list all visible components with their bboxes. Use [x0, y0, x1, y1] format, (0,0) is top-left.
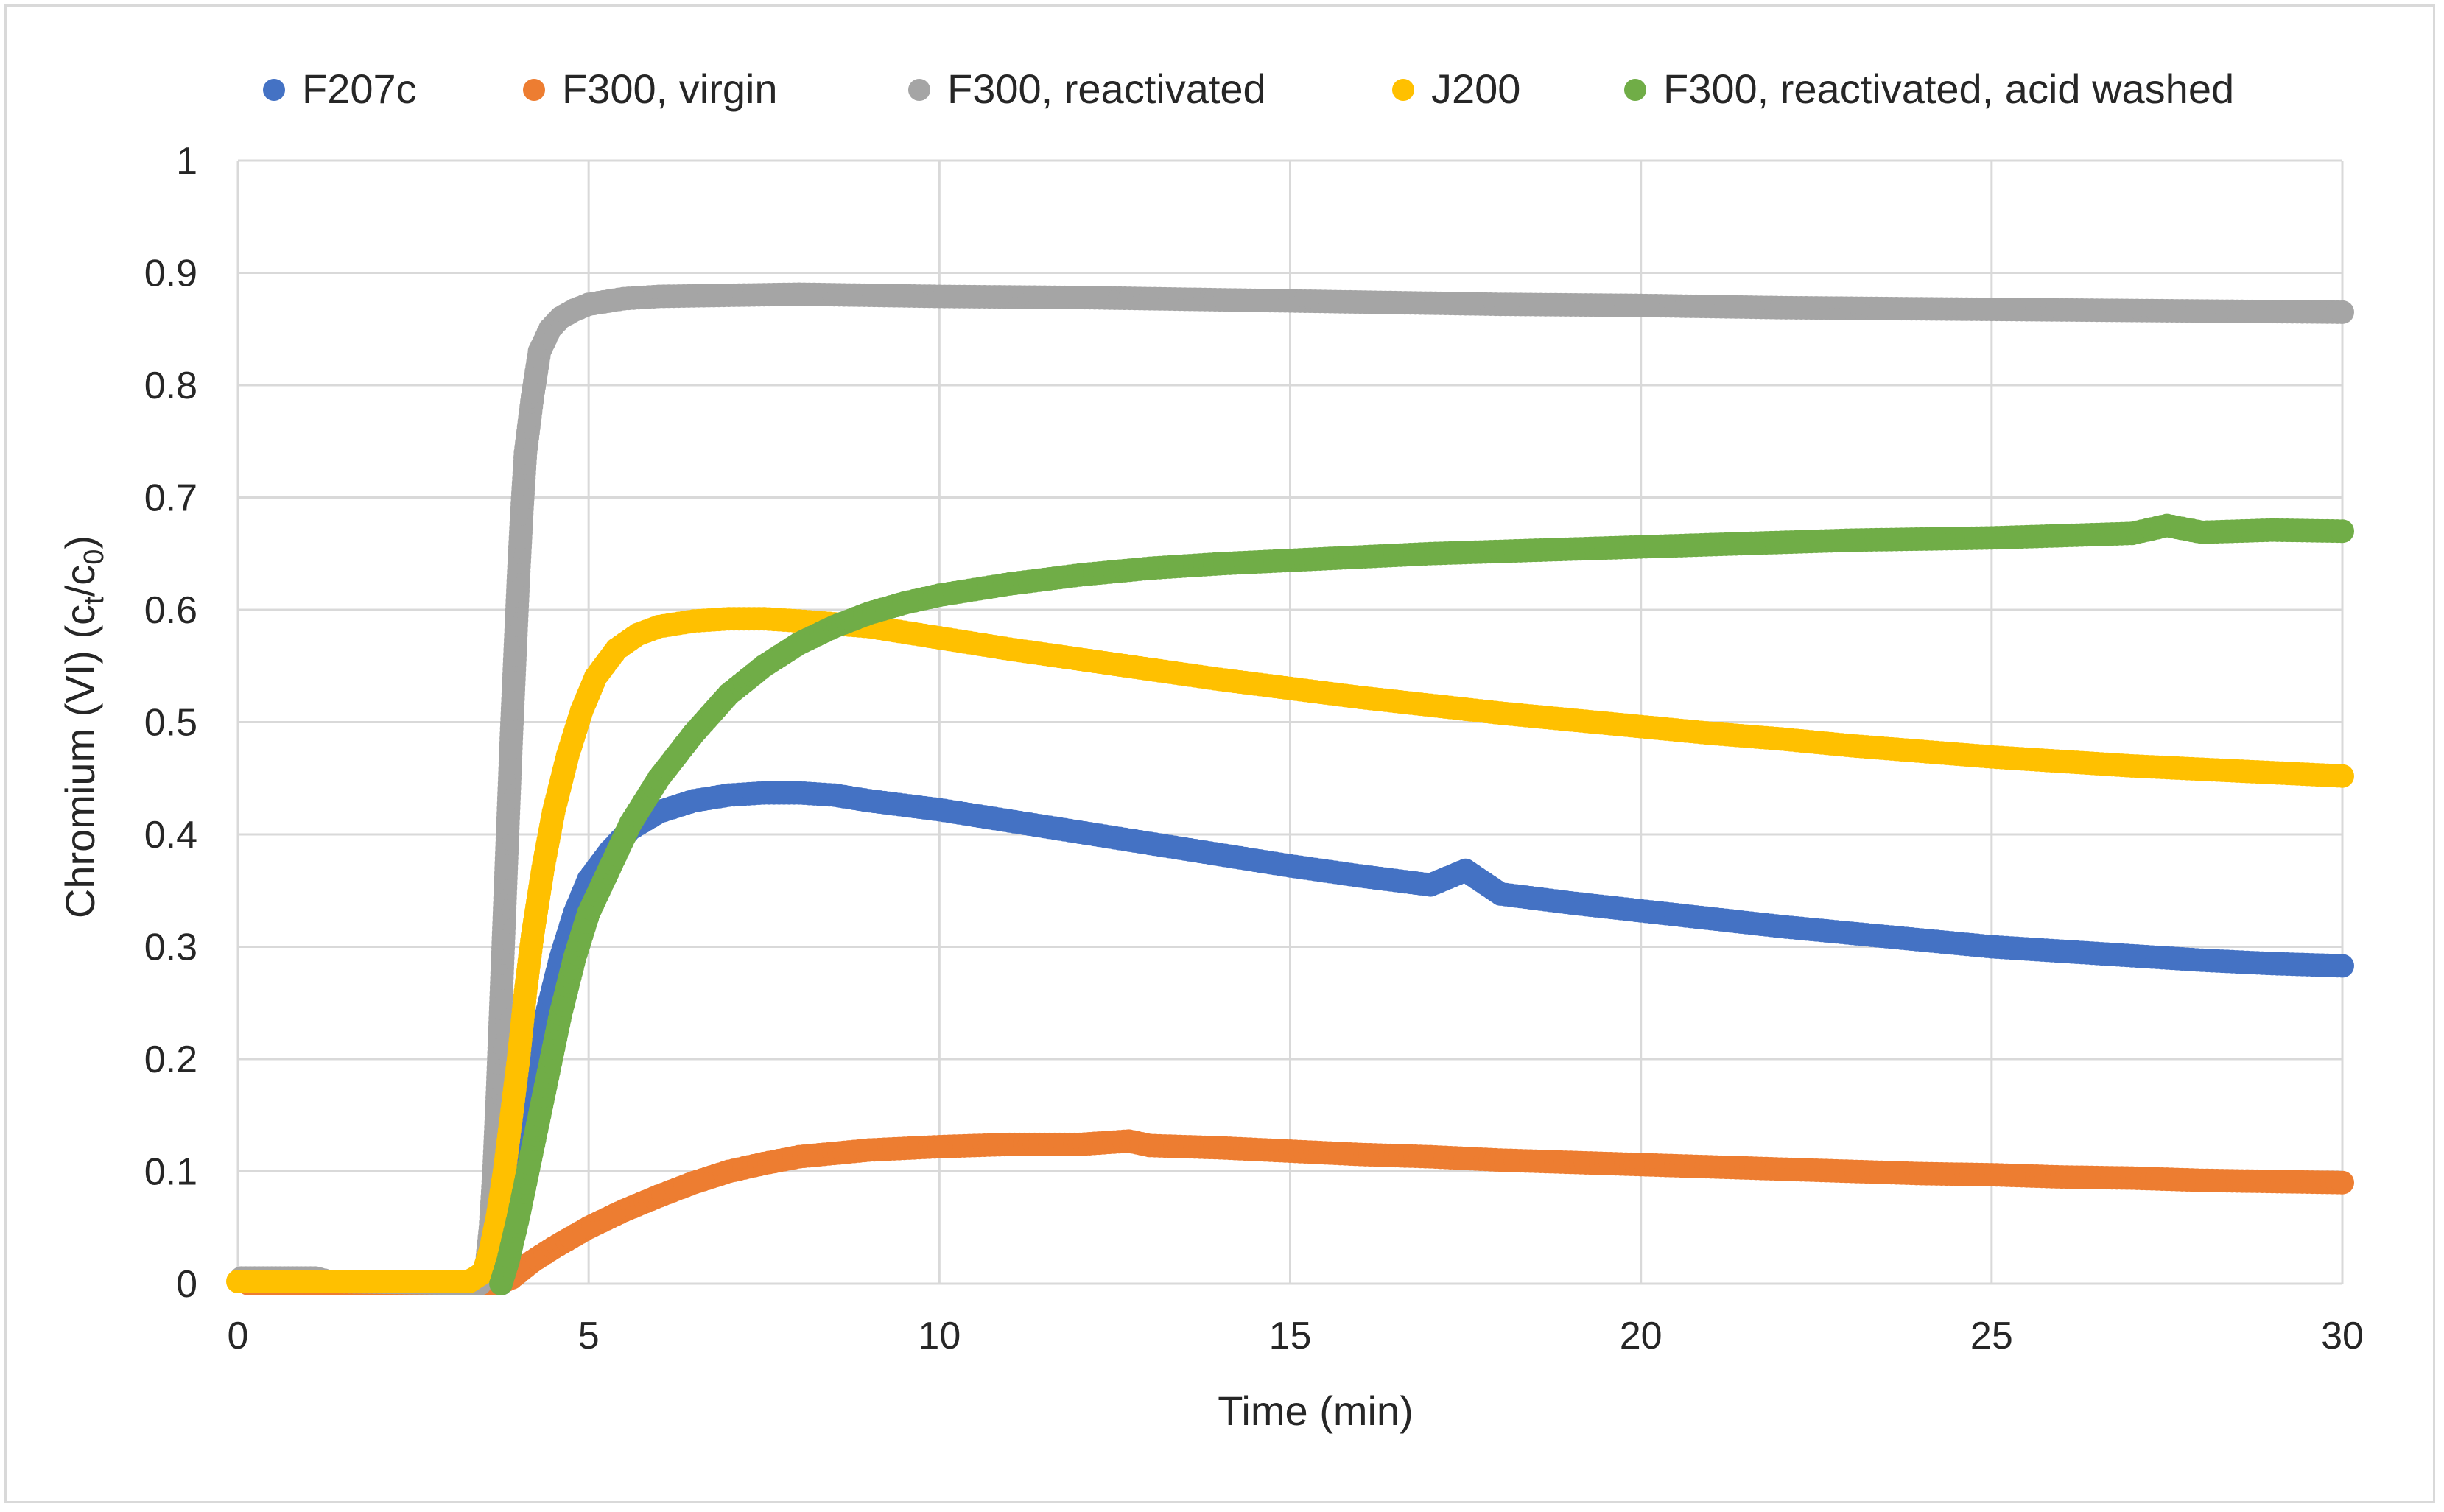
y-axis-title-mid: /c	[57, 565, 103, 597]
tick-labels: 00.10.20.30.40.50.60.70.80.910 5 10 15 20 25 3…	[144, 140, 2364, 1357]
gridlines	[236, 159, 2344, 1285]
data-point	[2331, 519, 2354, 544]
y-tick-label: 1	[176, 140, 197, 183]
x-tick-label: 15	[1269, 1315, 1312, 1357]
x-tick-label: 10	[918, 1315, 961, 1357]
legend: F207c F300, virgin F300, reactivated J200 F3…	[263, 66, 2234, 112]
legend-label: F300, reactivated, acid washed	[1663, 66, 2234, 112]
legend-item: F300, reactivated, acid washed	[1624, 66, 2234, 112]
legend-marker	[908, 79, 930, 101]
y-tick-label: 0.5	[144, 702, 197, 745]
data-point	[2331, 300, 2354, 324]
legend-item: F300, reactivated	[908, 66, 1266, 112]
legend-marker	[263, 79, 285, 101]
legend-label: J200	[1431, 66, 1520, 112]
legend-item: F207c	[263, 66, 417, 112]
legend-label: F300, reactivated	[947, 66, 1266, 112]
y-axis-title-sub2: 0	[79, 549, 110, 565]
x-axis-title: Time (min)	[1218, 1388, 1413, 1434]
legend-marker	[523, 79, 545, 101]
legend-marker	[1624, 79, 1646, 101]
plot-area	[226, 282, 2354, 1295]
x-tick-label: 30	[2321, 1315, 2364, 1357]
legend-label: F300, virgin	[562, 66, 778, 112]
legend-item: F300, virgin	[523, 66, 778, 112]
data-point	[2331, 954, 2354, 978]
y-tick-label: 0	[176, 1263, 197, 1306]
x-tick-label: 20	[1620, 1315, 1662, 1357]
legend-marker	[1392, 79, 1414, 101]
y-tick-label: 0.6	[144, 589, 197, 632]
series-4	[489, 513, 2354, 1295]
y-tick-label: 0.4	[144, 814, 197, 857]
y-axis-title-prefix: Chromium (VI) (c	[57, 605, 103, 918]
series-1	[236, 1129, 2354, 1295]
legend-label: F207c	[302, 66, 417, 112]
series-3	[226, 607, 2354, 1293]
data-point	[2331, 764, 2354, 788]
x-tick-label: 0	[228, 1315, 249, 1357]
y-tick-label: 0.9	[144, 253, 197, 295]
y-tick-label: 0.2	[144, 1038, 197, 1081]
y-tick-label: 0.1	[144, 1151, 197, 1194]
y-axis-title-suffix: )	[57, 535, 103, 549]
x-tick-label: 25	[1970, 1315, 2013, 1357]
series-0	[398, 781, 2354, 1295]
y-axis-title-sub1: t	[79, 597, 110, 605]
x-tick-label: 5	[578, 1315, 600, 1357]
y-tick-label: 0.8	[144, 365, 197, 407]
y-tick-label: 0.3	[144, 926, 197, 969]
y-tick-label: 0.7	[144, 477, 197, 520]
legend-item: J200	[1392, 66, 1520, 112]
y-axis-title: Chromium (VI) (ct/c0)	[57, 535, 110, 918]
data-point	[2331, 1170, 2354, 1195]
